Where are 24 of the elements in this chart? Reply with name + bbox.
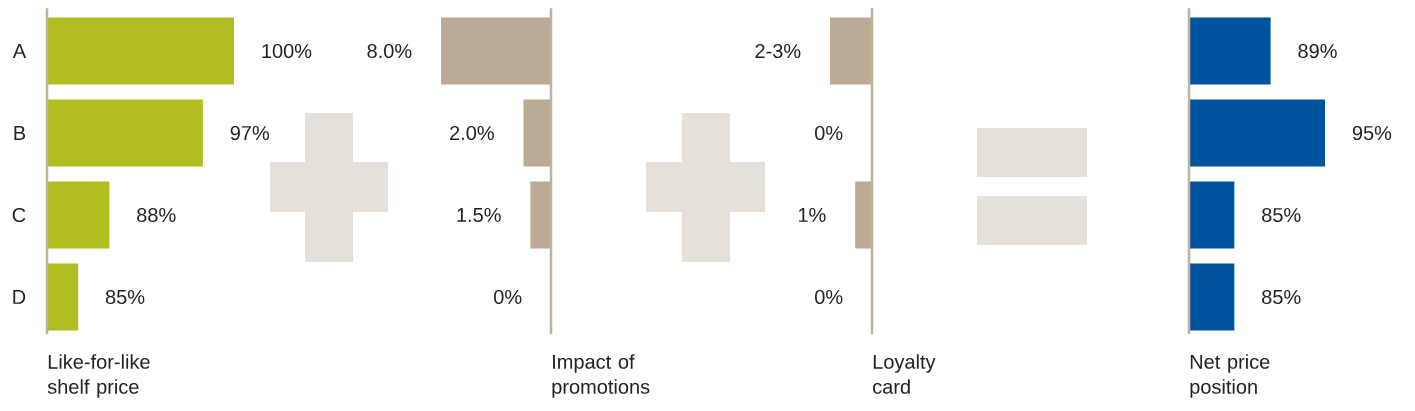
data-label: 0% [815, 289, 843, 305]
y-tick-label: B [14, 126, 26, 140]
data-label: 2.0% [450, 125, 494, 141]
y-tick-label: A [12, 44, 27, 58]
data-label: 100% [262, 43, 312, 59]
y-tick-label: D [13, 290, 26, 304]
data-label: 85% [1262, 207, 1301, 223]
data-label: 97% [230, 125, 270, 141]
data-label: 85% [1262, 289, 1301, 305]
data-label: 8.0% [367, 43, 412, 59]
data-label: 1% [798, 208, 826, 222]
x-axis-title: Like-for-like shelf price [47, 354, 150, 398]
data-label: 0% [815, 125, 843, 141]
data-label: 89% [1298, 43, 1337, 59]
data-label: 95% [1352, 125, 1392, 141]
x-axis-title: Impact of promotions [552, 354, 650, 398]
x-axis-title: Loyalty card [873, 354, 936, 394]
data-label: 2-3% [755, 43, 801, 59]
data-label: 1.5% [457, 207, 501, 223]
data-label: 0% [494, 289, 522, 305]
x-axis-title: Net price position [1190, 354, 1270, 398]
data-label: 88% [137, 207, 176, 223]
data-label: 85% [105, 289, 145, 305]
y-tick-label: C [12, 207, 26, 223]
